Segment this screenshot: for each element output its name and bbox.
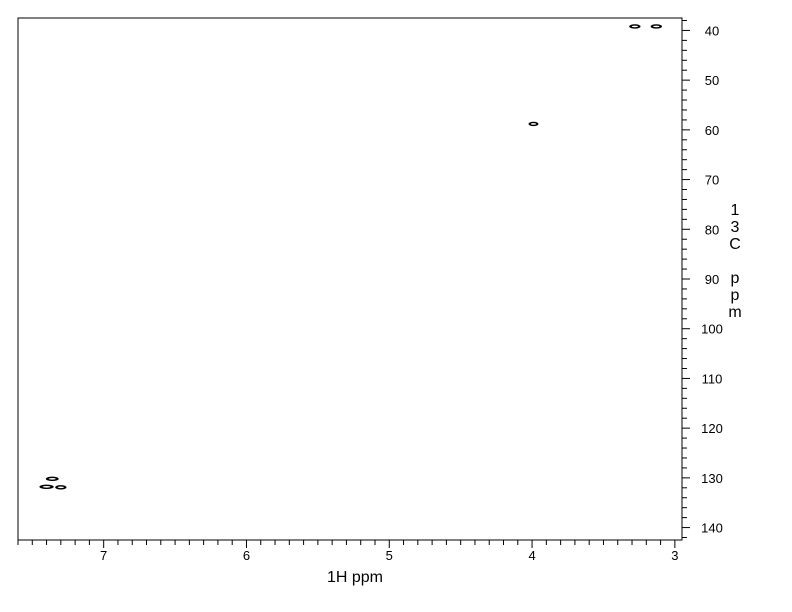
y-tick-label: 50: [705, 73, 719, 88]
y-tick-label: 70: [705, 173, 719, 188]
cross-peak-contour-gap: [653, 25, 660, 28]
y-tick-label: 100: [701, 322, 723, 337]
x-tick-label: 7: [100, 548, 107, 563]
y-tick-label: 40: [705, 23, 719, 38]
y-axis-title-char: m: [728, 304, 741, 321]
x-axis-title: 1H ppm: [327, 569, 383, 586]
plot-frame: [17, 17, 683, 541]
y-tick-label: 130: [701, 471, 723, 486]
y-axis-title-char: C: [729, 236, 741, 253]
peaks-layer: [39, 24, 663, 490]
x-tick-label: 3: [671, 548, 678, 563]
cross-peak-contour-gap: [57, 486, 64, 489]
y-tick-label: 120: [701, 421, 723, 436]
y-tick-label: 90: [705, 272, 719, 287]
cross-peak-contour-gap: [48, 478, 56, 480]
y-axis-title-char: p: [731, 270, 740, 287]
y-axis-title-char: 1: [731, 202, 740, 219]
y-tick-label: 60: [705, 123, 719, 138]
y-axis: 40 50 60 70 80 90 100 110 120 130 140: [682, 19, 723, 539]
x-tick-label: 6: [243, 548, 250, 563]
x-tick-label: 4: [528, 548, 535, 563]
x-axis: 7 6 5 4 3: [17, 540, 678, 563]
y-tick-label: 80: [705, 222, 719, 237]
y-tick-label: 140: [701, 521, 723, 536]
x-tick-label: 5: [386, 548, 393, 563]
cross-peak-contour-gap: [530, 123, 537, 125]
y-tick-label: 110: [702, 371, 723, 386]
y-axis-title-char: 3: [731, 219, 740, 236]
cross-peak-contour-gap: [631, 25, 639, 28]
y-axis-title-char: p: [731, 287, 740, 304]
cross-peak-contour-gap: [42, 486, 51, 488]
